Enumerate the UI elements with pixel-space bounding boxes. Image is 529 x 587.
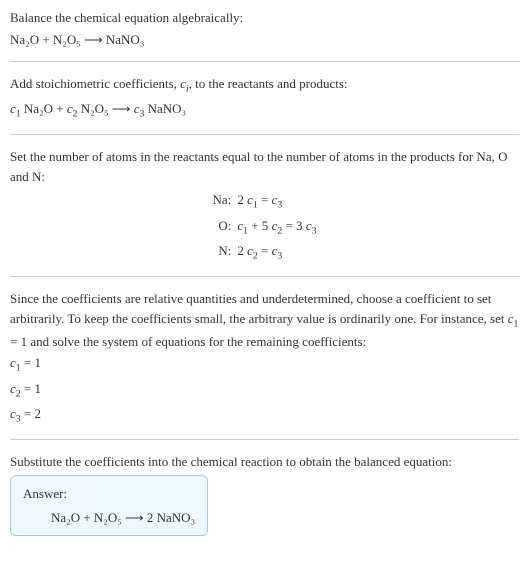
- solve-text: Since the coefficients are relative quan…: [10, 289, 519, 351]
- answer-box: Answer: Na₂O + N₂O₅ ⟶ 2 NaNO₃: [10, 475, 208, 536]
- section-atoms: Set the number of atoms in the reactants…: [10, 147, 519, 277]
- na-mid: =: [258, 192, 272, 207]
- coef-text-a: Add stoichiometric coefficients,: [10, 76, 180, 91]
- r3: NaNO₃: [144, 101, 186, 116]
- row-o-label: O:: [10, 216, 231, 239]
- row-n-eq: 2 c2 = c3: [237, 241, 519, 264]
- problem-text: Balance the chemical equation algebraica…: [10, 8, 519, 28]
- solve-a: Since the coefficients are relative quan…: [10, 291, 508, 326]
- cl1-v: = 1: [21, 355, 41, 370]
- n-a: 2: [237, 243, 247, 258]
- cl2-v: = 1: [21, 381, 41, 396]
- na-a: 2: [237, 192, 247, 207]
- ci-symbol: ci: [180, 76, 189, 91]
- answer-label: Answer:: [23, 484, 195, 504]
- section-problem: Balance the chemical equation algebraica…: [10, 8, 519, 62]
- solve-c1s: 1: [514, 318, 519, 329]
- row-na-label: Na:: [10, 190, 231, 213]
- coef-text-b: , to the reactants and products:: [189, 76, 348, 91]
- answer-formula: Na₂O + N₂O₅ ⟶ 2 NaNO₃: [23, 508, 195, 528]
- atoms-table: Na: 2 c1 = c3 O: c1 + 5 c2 = 3 c3 N: 2 c…: [10, 190, 519, 264]
- row-n-label: N:: [10, 241, 231, 264]
- row-o-eq: c1 + 5 c2 = 3 c3: [237, 216, 519, 239]
- section-answer: Substitute the coefficients into the che…: [10, 452, 519, 549]
- o-mid: + 5: [248, 218, 272, 233]
- o-c3s: 3: [312, 225, 317, 236]
- row-na-eq: 2 c1 = c3: [237, 190, 519, 213]
- r2: N₂O₅ ⟶: [77, 101, 133, 116]
- atoms-text: Set the number of atoms in the reactants…: [10, 147, 519, 186]
- na-c2s: 3: [277, 200, 282, 211]
- coef-line-2: c2 = 1: [10, 379, 519, 402]
- answer-intro: Substitute the coefficients into the che…: [10, 452, 519, 472]
- problem-formula: Na₂O + N₂O₅ ⟶ NaNO₃: [10, 30, 519, 50]
- n-mid: =: [258, 243, 272, 258]
- r1: Na₂O +: [21, 101, 67, 116]
- section-solve: Since the coefficients are relative quan…: [10, 289, 519, 440]
- coef-formula: c1 Na₂O + c2 N₂O₅ ⟶ c3 NaNO₃: [10, 99, 519, 122]
- coef-line-1: c1 = 1: [10, 353, 519, 376]
- section-coefficients: Add stoichiometric coefficients, ci, to …: [10, 74, 519, 135]
- coef-intro: Add stoichiometric coefficients, ci, to …: [10, 74, 519, 97]
- solve-b: = 1 and solve the system of equations fo…: [10, 334, 366, 349]
- coef-line-3: c3 = 2: [10, 404, 519, 427]
- n-c2s: 3: [277, 250, 282, 261]
- cl3-v: = 2: [21, 406, 41, 421]
- o-mid2: = 3: [282, 218, 306, 233]
